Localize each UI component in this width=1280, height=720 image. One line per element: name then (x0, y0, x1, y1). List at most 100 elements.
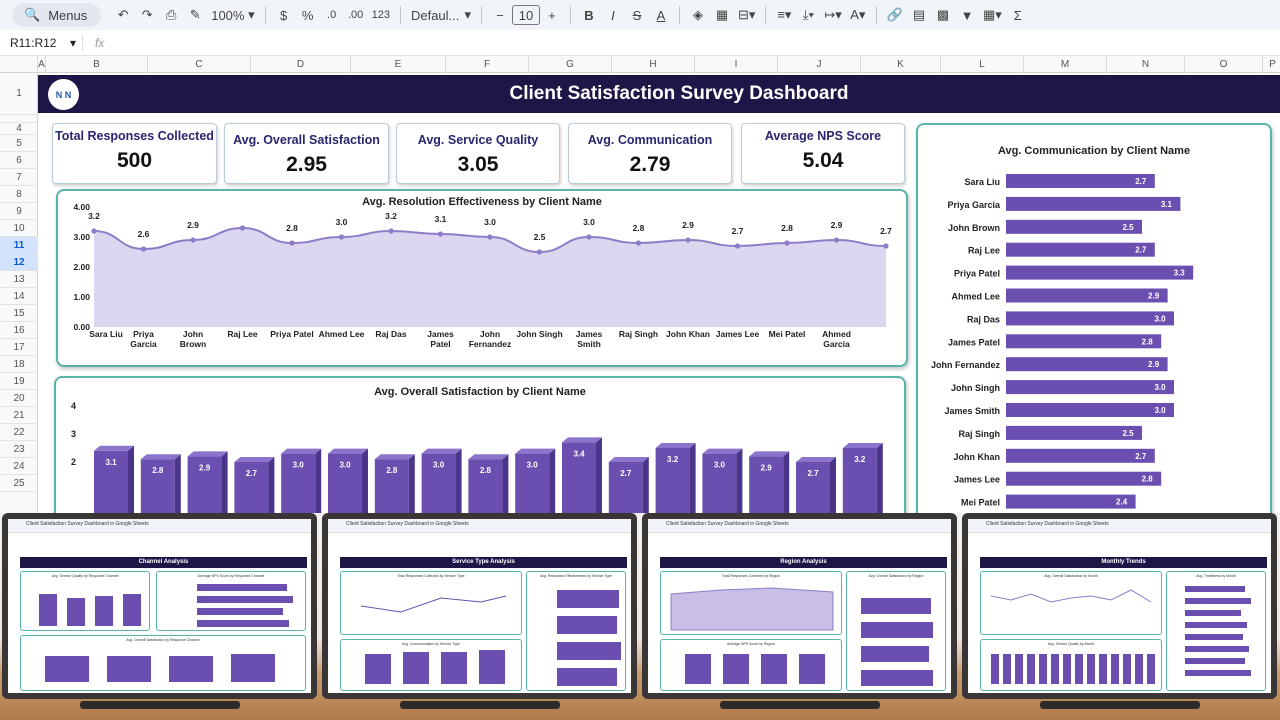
functions-icon[interactable]: Σ (1013, 7, 1022, 23)
data-point (487, 234, 493, 240)
column-header-g[interactable]: G (529, 56, 612, 73)
mini-area (670, 587, 834, 631)
monitor-monthly-trends[interactable]: Client Satisfaction Survey Dashboard in … (962, 513, 1277, 699)
kpi-card-communication[interactable]: Avg. Communication 2.79 (568, 123, 732, 184)
row-header-20[interactable]: 20 (0, 390, 38, 407)
row-header-19[interactable]: 19 (0, 373, 38, 390)
row-header-22[interactable]: 22 (0, 424, 38, 441)
text-rotate-icon[interactable]: A▾ (850, 7, 866, 22)
merge-cells-icon[interactable]: ⊟▾ (737, 7, 756, 22)
row-header-3[interactable] (0, 115, 38, 123)
font-select[interactable]: Defaul... ▾ (410, 7, 471, 23)
row-header-17[interactable]: 17 (0, 339, 38, 356)
column-header-c[interactable]: C (148, 56, 251, 73)
text-color-icon[interactable]: A (656, 7, 666, 23)
column-header-e[interactable]: E (351, 56, 446, 73)
align-icon[interactable]: ≡▾ (777, 7, 792, 22)
row-header-7[interactable]: 7 (0, 169, 38, 186)
paint-format-icon[interactable]: ✎ (189, 7, 201, 22)
row-header-25[interactable]: 25 (0, 475, 38, 492)
kpi-card-overall-satisfaction[interactable]: Avg. Overall Satisfaction 2.95 (224, 123, 389, 184)
borders-icon[interactable]: ▦ (715, 7, 729, 22)
menus-search[interactable]: 🔍 Menus (12, 3, 102, 27)
row-header-4[interactable]: 4 (0, 123, 38, 135)
overall-satisfaction-chart[interactable]: Avg. Overall Satisfaction by Client Name… (54, 376, 906, 521)
communication-chart[interactable]: Avg. Communication by Client Name Sara L… (916, 123, 1272, 523)
print-icon[interactable]: ⎙ (166, 7, 177, 22)
italic-icon[interactable]: I (611, 7, 615, 23)
monitor-channel-analysis[interactable]: Client Satisfaction Survey Dashboard in … (2, 513, 317, 699)
column-header-d[interactable]: D (251, 56, 351, 73)
comment-icon[interactable]: ▤ (912, 7, 926, 22)
row-header-9[interactable]: 9 (0, 203, 38, 220)
data-label: 2.4 (1116, 498, 1128, 507)
mini-bar (197, 584, 287, 591)
row-header-23[interactable]: 23 (0, 441, 38, 458)
row-header-18[interactable]: 18 (0, 356, 38, 373)
bar (515, 453, 550, 519)
kpi-card-nps-score[interactable]: Average NPS Score 5.04 (741, 123, 905, 184)
redo-icon[interactable]: ↷ (141, 7, 153, 22)
row-header-11[interactable]: 11 (0, 237, 38, 254)
row-header-1[interactable]: 1 (0, 73, 38, 115)
link-icon[interactable]: 🔗 (886, 7, 903, 22)
column-header-a[interactable]: A (38, 56, 46, 73)
monitor-service-type-analysis[interactable]: Client Satisfaction Survey Dashboard in … (322, 513, 637, 699)
sheet-canvas[interactable]: N N Client Satisfaction Survey Dashboard… (38, 73, 1280, 523)
column-header-i[interactable]: I (695, 56, 778, 73)
column-header-k[interactable]: K (861, 56, 941, 73)
filter-icon[interactable]: ▼ (960, 7, 974, 23)
row-header-12[interactable]: 12 (0, 254, 38, 271)
row-header-6[interactable]: 6 (0, 152, 38, 169)
filter-views-icon[interactable]: ▦▾ (983, 7, 1002, 22)
column-header-l[interactable]: L (941, 56, 1024, 73)
chart-title: Avg. Resolution Effectiveness by Client … (362, 196, 602, 208)
row-header-16[interactable]: 16 (0, 322, 38, 339)
bar-side (783, 451, 790, 519)
row-header-24[interactable]: 24 (0, 458, 38, 475)
row-header-8[interactable]: 8 (0, 186, 38, 203)
zoom-select[interactable]: 100% ▾ (211, 7, 255, 23)
undo-icon[interactable]: ↶ (117, 7, 129, 22)
select-all-corner[interactable] (0, 56, 38, 73)
strikethrough-icon[interactable]: S (632, 7, 642, 23)
row-header-13[interactable]: 13 (0, 271, 38, 288)
column-header-n[interactable]: N (1107, 56, 1185, 73)
row-header-15[interactable]: 15 (0, 305, 38, 322)
row-header-14[interactable]: 14 (0, 288, 38, 305)
row-header-21[interactable]: 21 (0, 407, 38, 424)
column-header-b[interactable]: B (46, 56, 148, 73)
bar (1006, 380, 1174, 395)
font-size-decrease[interactable]: − (496, 7, 504, 23)
column-header-p[interactable]: P (1263, 56, 1280, 73)
text-wrap-icon[interactable]: ↦▾ (824, 7, 842, 22)
resolution-effectiveness-chart[interactable]: Avg. Resolution Effectiveness by Client … (56, 189, 908, 367)
font-size-input[interactable]: 10 (511, 5, 540, 25)
fill-color-icon[interactable]: ◈ (692, 7, 703, 22)
name-box[interactable]: R11:R12 ▾ (0, 36, 82, 50)
column-header-o[interactable]: O (1185, 56, 1263, 73)
chart-icon[interactable]: ▩ (936, 7, 950, 22)
row-header-10[interactable]: 10 (0, 220, 38, 237)
percent-button[interactable]: % (301, 7, 314, 23)
monitor-screen: Client Satisfaction Survey Dashboard in … (328, 519, 631, 693)
increase-decimal-button[interactable]: .00 (347, 9, 364, 21)
vertical-align-icon[interactable]: ⤓▾ (802, 7, 814, 22)
number-format-button[interactable]: 123 (371, 9, 390, 21)
kpi-card-total-responses[interactable]: Total Responses Collected 500 (52, 123, 217, 184)
monitor-region-analysis[interactable]: Client Satisfaction Survey Dashboard in … (642, 513, 957, 699)
row-header-5[interactable]: 5 (0, 135, 38, 152)
kpi-card-service-quality[interactable]: Avg. Service Quality 3.05 (396, 123, 560, 184)
column-header-h[interactable]: H (612, 56, 695, 73)
column-header-m[interactable]: M (1024, 56, 1107, 73)
decrease-decimal-button[interactable]: .0 (327, 9, 337, 21)
bar-side (736, 448, 743, 519)
x-tick-label: Garcia (823, 339, 850, 349)
column-header-f[interactable]: F (446, 56, 529, 73)
font-size-increase[interactable]: + (548, 7, 556, 23)
bold-icon[interactable]: B (584, 7, 594, 23)
currency-button[interactable]: $ (279, 7, 288, 23)
bar-side (315, 448, 322, 519)
area-fill (94, 228, 886, 327)
column-header-j[interactable]: J (778, 56, 861, 73)
